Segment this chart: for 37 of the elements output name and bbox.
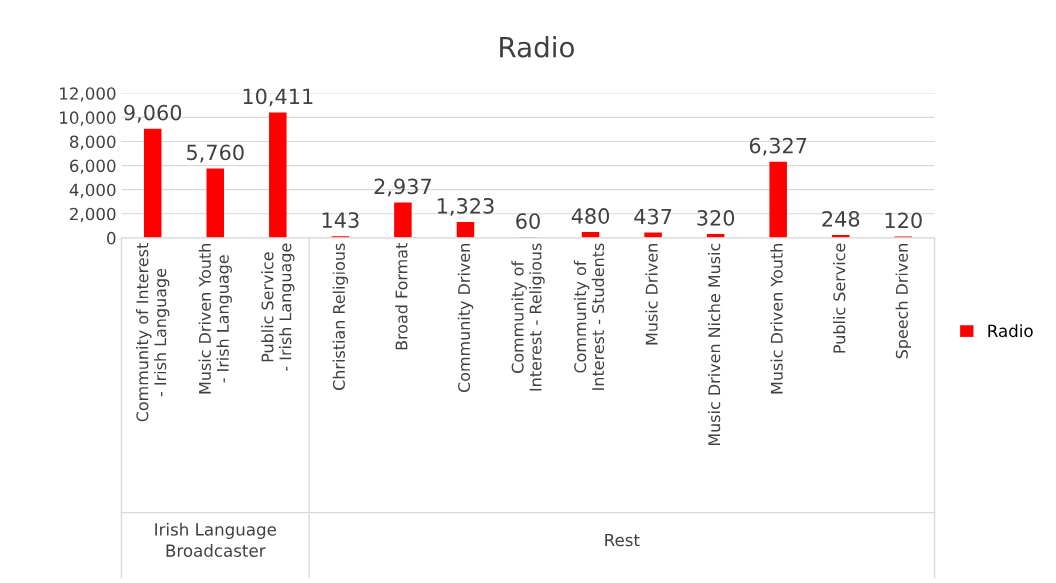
x-tick-label: Community of Interest - Irish Language	[136, 243, 170, 422]
y-tick-label: 8,000	[70, 135, 116, 150]
data-label: 2,937	[374, 178, 431, 197]
chart-title: Radio	[500, 36, 574, 58]
data-label: 437	[634, 208, 672, 225]
data-label: 248	[822, 210, 860, 227]
x-tick-label: Music Driven Youth - Irish Language	[198, 244, 232, 394]
data-label: 9,060	[124, 104, 182, 123]
text: Rest	[605, 533, 640, 547]
x-tick-label: Speech Driven	[895, 244, 912, 359]
data-label: 320	[697, 210, 735, 226]
y-tick-label: 0	[107, 231, 116, 245]
x-tick-label: Public Service - Irish Language	[261, 243, 295, 371]
y-tick-label: 12,000	[60, 87, 116, 102]
data-label: 1,323	[437, 197, 494, 216]
y-tick-label: 4,000	[69, 183, 116, 198]
x-tick-label: Broad Format	[395, 243, 408, 350]
x-tick-label: Community of Interest - Students	[573, 243, 605, 390]
text: Irish Language Broadcaster	[155, 522, 276, 557]
x-tick-label: Public Service	[833, 243, 846, 353]
x-tick-label: Community Driven	[457, 244, 474, 393]
data-label: 10,411	[243, 88, 313, 107]
data-label: 120	[885, 212, 922, 229]
y-tick-label: 2,000	[70, 207, 116, 223]
y-tick-label: 6,000	[70, 159, 116, 174]
legend-label: Radio	[988, 324, 1033, 338]
data-label: 143	[322, 212, 359, 228]
data-label: 5,760	[187, 144, 244, 163]
x-tick-label: Christian Religious	[332, 243, 349, 390]
x-tick-label: Music Driven	[645, 244, 658, 345]
data-label: 480	[571, 208, 610, 224]
data-label: 60	[516, 213, 540, 229]
x-tick-label: Music Driven Youth	[770, 244, 783, 394]
y-tick-label: 10,000	[60, 111, 116, 126]
x-tick-label: Music Driven Niche Music	[707, 243, 721, 446]
x-tick-label: Community of Interest - Religious	[511, 243, 545, 391]
data-label: 6,327	[749, 137, 807, 156]
